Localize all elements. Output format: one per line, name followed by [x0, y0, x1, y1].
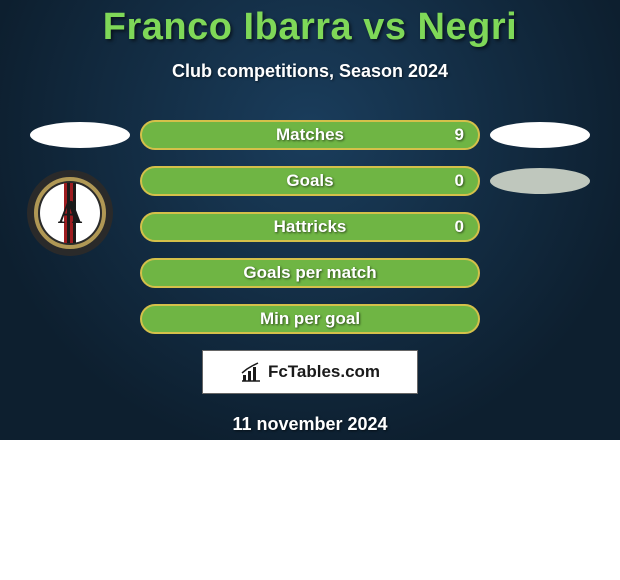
stat-value-right: 0 — [455, 217, 464, 237]
stat-row: Goals per match — [0, 258, 620, 288]
background-bottom — [0, 440, 620, 580]
stat-bar-mpg: Min per goal — [140, 304, 480, 334]
stat-value-right: 0 — [455, 171, 464, 191]
stat-label: Goals per match — [243, 263, 376, 283]
player2-ellipse — [490, 122, 590, 148]
date-text: 11 november 2024 — [0, 414, 620, 435]
bars-icon — [240, 361, 262, 383]
stat-row: Matches 9 — [0, 120, 620, 150]
stat-label: Hattricks — [274, 217, 347, 237]
stat-bar-goals: Goals 0 — [140, 166, 480, 196]
club-logo-inner: A — [40, 183, 100, 243]
subtitle: Club competitions, Season 2024 — [0, 61, 620, 82]
stat-bar-matches: Matches 9 — [140, 120, 480, 150]
page-title: Franco Ibarra vs Negri — [0, 0, 620, 49]
club-logo-icon: A — [27, 170, 113, 256]
stat-value-right: 9 — [455, 125, 464, 145]
brand-text: FcTables.com — [268, 362, 380, 382]
player1-ellipse — [30, 122, 130, 148]
stat-label: Goals — [286, 171, 333, 191]
stats-area: Matches 9 Goals 0 Hattricks 0 — [0, 120, 620, 334]
stat-label: Min per goal — [260, 309, 360, 329]
stat-bar-gpm: Goals per match — [140, 258, 480, 288]
content-container: Franco Ibarra vs Negri Club competitions… — [0, 0, 620, 435]
stat-row: Min per goal — [0, 304, 620, 334]
stat-label: Matches — [276, 125, 344, 145]
right-slot — [480, 168, 600, 194]
club-logo-letter: A — [58, 194, 83, 232]
stat-bar-hattricks: Hattricks 0 — [140, 212, 480, 242]
brand-box[interactable]: FcTables.com — [202, 350, 418, 394]
right-slot — [480, 122, 600, 148]
player2-ellipse-alt — [490, 168, 590, 194]
left-slot — [20, 122, 140, 148]
player1-club-logo-wrap: A — [10, 170, 130, 256]
